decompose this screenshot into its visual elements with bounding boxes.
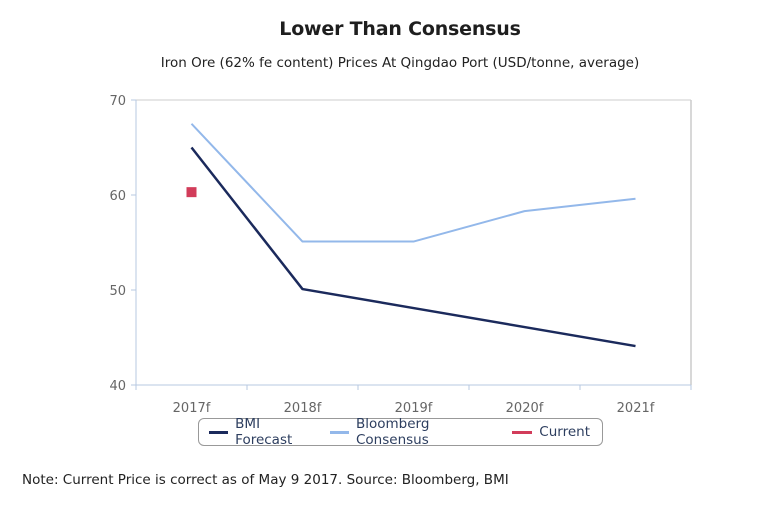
- data-point-current: [186, 187, 197, 198]
- series-line-bmi-forecast: [190, 146, 636, 348]
- series-line-bloomberg-consensus: [190, 123, 636, 243]
- source-note: Note: Current Price is correct as of May…: [22, 472, 509, 488]
- series-layer: [186, 123, 636, 348]
- x-tick-label: 2021f: [617, 401, 655, 415]
- chart-subtitle: Iron Ore (62% fe content) Prices At Qing…: [160, 55, 640, 71]
- legend-swatch-bmi: [209, 430, 229, 434]
- legend-swatch-bloomberg: [329, 430, 349, 434]
- y-tick-label: 50: [109, 284, 126, 299]
- legend-item-bmi-forecast[interactable]: BMI Forecast: [209, 416, 318, 448]
- x-tick-label: 2020f: [506, 401, 544, 415]
- legend-item-current[interactable]: Current: [512, 424, 590, 440]
- legend-label-bmi: BMI Forecast: [235, 416, 293, 448]
- x-tick-label: 2018f: [284, 401, 322, 415]
- chart-title: Lower Than Consensus: [279, 18, 521, 40]
- y-tick-label: 40: [109, 379, 126, 394]
- x-tick-label: 2017f: [173, 401, 211, 415]
- y-tick-label: 70: [109, 94, 126, 109]
- y-tick-label: 60: [109, 189, 126, 204]
- line-chart: 40 50 60 70 2017f 2018f 2019f 2020f 2021f: [109, 94, 692, 415]
- legend-swatch-current: [512, 430, 533, 434]
- legend-label-bloomberg: Bloomberg Consensus: [355, 416, 430, 448]
- legend-item-bloomberg-consensus[interactable]: Bloomberg Consensus: [329, 416, 500, 448]
- axes: 40 50 60 70 2017f 2018f 2019f 2020f 2021f: [109, 94, 692, 415]
- x-tick-label: 2019f: [395, 401, 433, 415]
- chart-legend: BMI Forecast Bloomberg Consensus Current: [198, 416, 603, 448]
- legend-label-current: Current: [539, 424, 590, 440]
